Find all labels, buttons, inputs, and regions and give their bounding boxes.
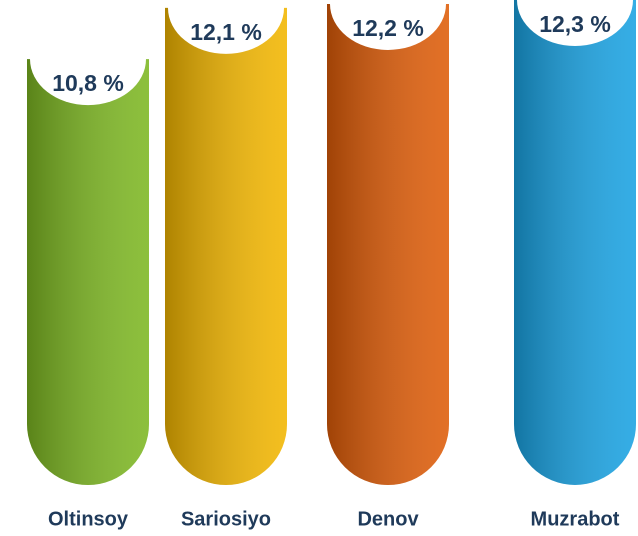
value-label: 12,2 % bbox=[352, 15, 424, 41]
bar-shade bbox=[514, 0, 636, 485]
category-label: Muzrabot bbox=[531, 508, 620, 530]
value-label: 12,3 % bbox=[539, 11, 611, 37]
bar-notch bbox=[168, 0, 284, 54]
category-label: Sariosiyo bbox=[181, 508, 271, 530]
value-label: 12,1 % bbox=[190, 19, 262, 45]
category-label: Oltinsoy bbox=[48, 508, 129, 530]
bar-shade bbox=[165, 7, 287, 486]
bar-shade bbox=[327, 3, 449, 486]
bar-shade bbox=[27, 59, 149, 486]
bar-notch bbox=[517, 0, 633, 46]
bar-notch bbox=[30, 13, 146, 106]
category-label: Denov bbox=[357, 508, 419, 530]
value-label: 10,8 % bbox=[52, 70, 124, 96]
bar-notch bbox=[330, 0, 446, 50]
